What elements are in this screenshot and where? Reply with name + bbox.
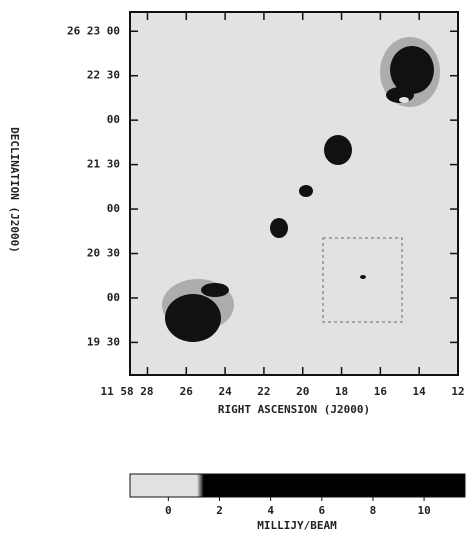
colorbar-tick-label: 8: [370, 504, 377, 517]
lobe: [390, 46, 434, 94]
y-tick-label: 00: [107, 202, 120, 215]
x-axis-label: RIGHT ASCENSION (J2000): [218, 403, 370, 416]
y-tick-label: 00: [107, 291, 120, 304]
y-tick-label: 22 30: [87, 69, 120, 82]
knot: [324, 135, 352, 165]
knot: [299, 185, 313, 197]
y-axis-label: DECLINATION (J2000): [8, 127, 21, 253]
x-tick-label: 14: [413, 385, 427, 398]
colorbar-label: MILLIJY/BEAM: [257, 519, 337, 532]
x-tick-label: 12: [451, 385, 464, 398]
x-tick-label: 16: [374, 385, 388, 398]
colorbar-tick-label: 0: [165, 504, 172, 517]
y-tick-label: 21 30: [87, 158, 120, 171]
x-tick-label: 20: [296, 385, 309, 398]
y-tick-label: 00: [107, 113, 120, 126]
lobe: [201, 283, 229, 297]
y-tick-label: 19 30: [87, 335, 120, 348]
y-tick-label: 26 23 00: [67, 24, 120, 37]
x-tick-label: 18: [335, 385, 348, 398]
colorbar-tick-label: 6: [318, 504, 325, 517]
x-tick-label: 24: [218, 385, 232, 398]
x-tick-label: 11 58 28: [100, 385, 153, 398]
colorbar-tick-label: 4: [267, 504, 274, 517]
colorbar: [130, 474, 465, 497]
figure: DECLINATION (J2000) RIGHT ASCENSION (J20…: [0, 0, 471, 537]
colorbar-tick-label: 2: [216, 504, 223, 517]
x-tick-label: 26: [180, 385, 194, 398]
knot: [270, 218, 288, 238]
colorbar-tick-label: 10: [417, 504, 430, 517]
lobe: [165, 294, 221, 342]
beam: [360, 275, 366, 279]
x-tick-label: 22: [257, 385, 270, 398]
hole: [399, 97, 409, 103]
y-tick-label: 20 30: [87, 247, 120, 260]
